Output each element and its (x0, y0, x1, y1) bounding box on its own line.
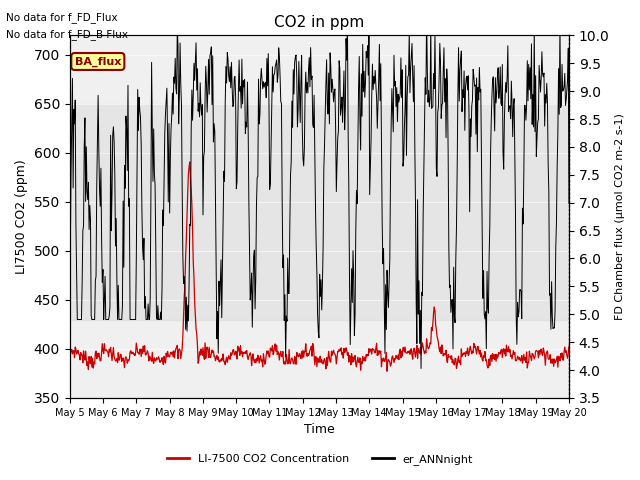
Legend: LI-7500 CO2 Concentration, er_ANNnight: LI-7500 CO2 Concentration, er_ANNnight (163, 450, 477, 469)
Title: CO2 in ppm: CO2 in ppm (274, 15, 364, 30)
Y-axis label: LI7500 CO2 (ppm): LI7500 CO2 (ppm) (15, 159, 28, 274)
Text: No data for f_FD_B Flux: No data for f_FD_B Flux (6, 29, 129, 40)
Text: BA_flux: BA_flux (75, 56, 121, 67)
Bar (70, 104, 569, 320)
Y-axis label: FD Chamber flux (μmol CO2 m-2 s-1): FD Chamber flux (μmol CO2 m-2 s-1) (615, 113, 625, 320)
Text: No data for f_FD_Flux: No data for f_FD_Flux (6, 12, 118, 23)
X-axis label: Time: Time (304, 423, 335, 436)
